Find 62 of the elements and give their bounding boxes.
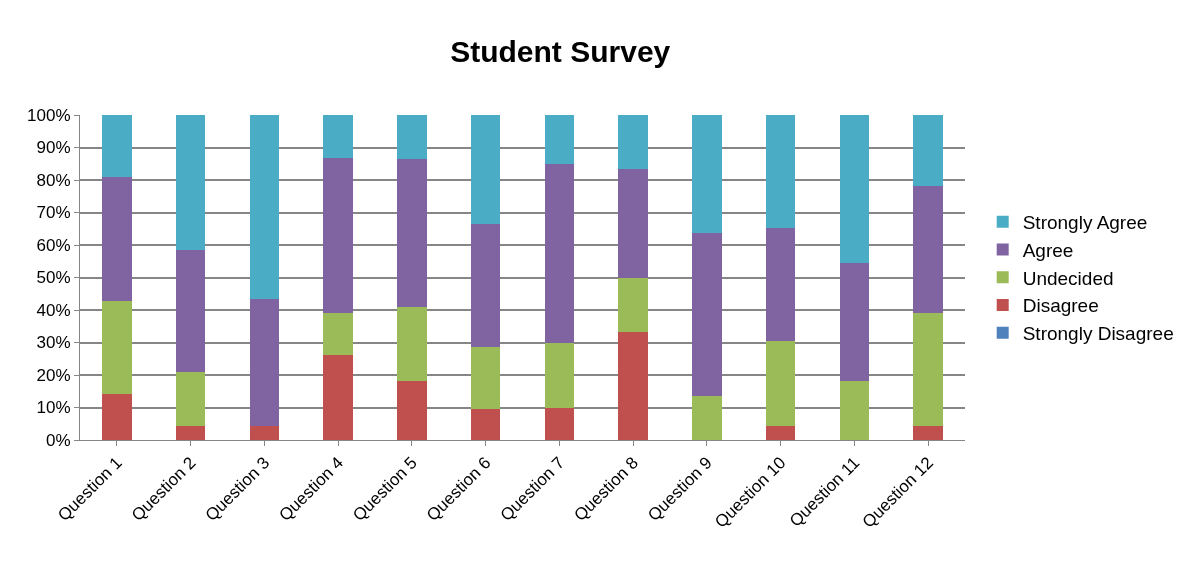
legend-label: Strongly Agree xyxy=(1022,212,1148,234)
bar xyxy=(692,395,722,440)
bar xyxy=(175,372,206,427)
bar xyxy=(544,407,575,440)
bar xyxy=(765,115,796,229)
bar xyxy=(249,298,280,427)
bar xyxy=(323,115,353,158)
bar xyxy=(323,312,353,356)
bar xyxy=(175,250,206,373)
bar xyxy=(249,115,280,299)
bar xyxy=(692,233,722,396)
y-tick-label: 50% xyxy=(36,268,71,288)
bar xyxy=(544,115,575,164)
bar xyxy=(913,426,943,440)
bar xyxy=(839,262,870,381)
bar xyxy=(765,426,796,440)
bar xyxy=(913,312,943,427)
bar xyxy=(397,159,427,308)
bar xyxy=(839,115,870,263)
bar xyxy=(249,426,280,440)
y-tick-label: 40% xyxy=(36,300,71,320)
y-tick-label: 30% xyxy=(36,333,71,353)
bar xyxy=(397,115,427,160)
bar xyxy=(544,163,575,343)
y-tick-label: 100% xyxy=(27,105,71,125)
bar xyxy=(913,185,943,313)
chart-title: Student Survey xyxy=(450,34,671,68)
bar xyxy=(102,176,132,301)
legend-label: Strongly Disagree xyxy=(1022,323,1174,345)
legend-label: Undecided xyxy=(1022,267,1114,289)
bar xyxy=(397,307,427,381)
bar xyxy=(470,115,501,224)
legend-label: Agree xyxy=(1022,239,1074,261)
bar xyxy=(618,115,648,170)
y-tick-label: 70% xyxy=(36,203,71,223)
bar xyxy=(913,115,943,186)
y-tick-label: 0% xyxy=(46,430,71,450)
y-tick-label: 60% xyxy=(36,235,71,255)
y-tick-label: 20% xyxy=(36,365,71,385)
y-tick-label: 90% xyxy=(36,138,71,158)
legend-label: Disagree xyxy=(1022,295,1099,317)
bar xyxy=(618,277,648,332)
y-tick-label: 80% xyxy=(36,170,71,190)
y-tick-label: 10% xyxy=(36,398,71,418)
bar xyxy=(765,341,796,427)
bar xyxy=(102,115,132,177)
bar xyxy=(175,426,206,440)
bar xyxy=(323,355,353,440)
bar xyxy=(102,300,132,394)
bar xyxy=(839,380,870,440)
bar xyxy=(470,347,501,410)
bar xyxy=(618,169,648,278)
bar xyxy=(397,380,427,440)
bar xyxy=(765,228,796,342)
bar xyxy=(323,157,353,313)
bar xyxy=(470,223,501,348)
bar xyxy=(102,393,132,440)
bar xyxy=(692,115,722,234)
bar xyxy=(470,409,501,440)
bar xyxy=(544,342,575,408)
bar xyxy=(618,331,648,440)
bar xyxy=(175,115,206,251)
